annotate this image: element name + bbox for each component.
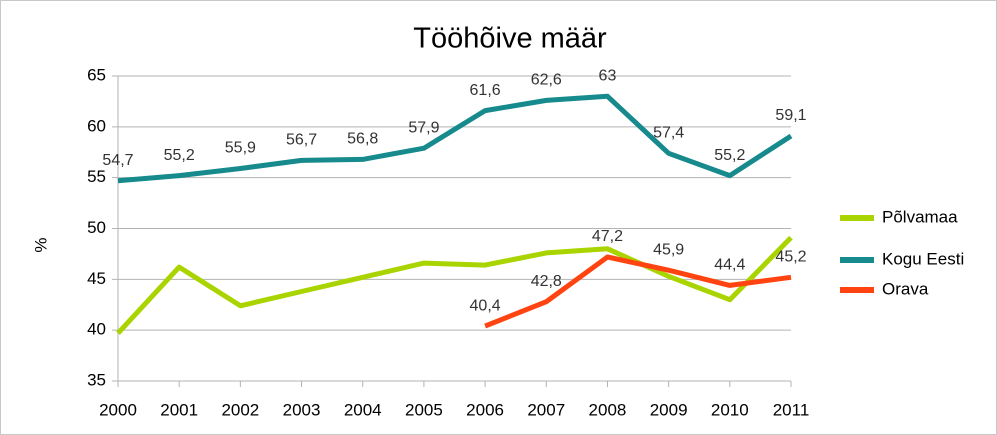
series-line	[117, 93, 793, 184]
x-tick-label: 2006	[466, 400, 504, 419]
x-tick-label: 2004	[344, 400, 382, 419]
data-label: 59,1	[775, 107, 806, 124]
y-axis-label: %	[31, 237, 50, 252]
legend-label: Orava	[882, 279, 929, 298]
x-tick-label: 2010	[711, 400, 749, 419]
legend-swatch	[840, 257, 874, 263]
data-label: 56,7	[286, 132, 317, 149]
data-label: 55,9	[225, 140, 256, 157]
y-tick-label: 65	[87, 65, 106, 84]
data-label: 55,2	[714, 147, 745, 164]
y-tick-label: 45	[87, 269, 106, 288]
data-label: 62,6	[531, 72, 562, 89]
data-label: 55,2	[164, 147, 195, 164]
data-label: 56,8	[347, 131, 378, 148]
x-tick-label: 2007	[527, 400, 565, 419]
data-label: 40,4	[470, 297, 501, 314]
data-label: 45,9	[653, 241, 684, 258]
x-tick-label: 2005	[405, 400, 443, 419]
x-tick-label: 2002	[221, 400, 259, 419]
series-line	[484, 254, 792, 329]
data-label: 44,4	[714, 257, 745, 274]
legend-label: Kogu Eesti	[882, 249, 964, 268]
x-tick-label: 2008	[589, 400, 627, 419]
data-label: 54,7	[102, 152, 133, 169]
chart-title: Tööhõive määr	[413, 23, 607, 55]
data-label: 63	[599, 68, 617, 85]
data-label: 45,2	[775, 249, 806, 266]
x-tick-label: 2009	[650, 400, 688, 419]
x-tick-label: 2000	[99, 400, 137, 419]
x-tick-label: 2003	[283, 400, 321, 419]
data-label: 42,8	[531, 273, 562, 290]
legend-label: Põlvamaa	[882, 207, 958, 226]
y-tick-label: 40	[87, 320, 106, 339]
y-tick-label: 35	[87, 370, 106, 389]
legend-swatch	[840, 215, 874, 221]
data-label: 57,9	[408, 119, 439, 136]
y-tick-label: 60	[87, 116, 106, 135]
data-label: 57,4	[653, 124, 684, 141]
data-label: 47,2	[592, 228, 623, 245]
series-line	[116, 235, 793, 335]
legend-swatch	[840, 287, 874, 293]
x-tick-label: 2011	[773, 400, 810, 419]
data-label: 61,6	[470, 82, 501, 99]
x-tick-label: 2001	[160, 400, 198, 419]
y-tick-label: 50	[87, 218, 106, 237]
y-tick-label: 55	[87, 167, 106, 186]
